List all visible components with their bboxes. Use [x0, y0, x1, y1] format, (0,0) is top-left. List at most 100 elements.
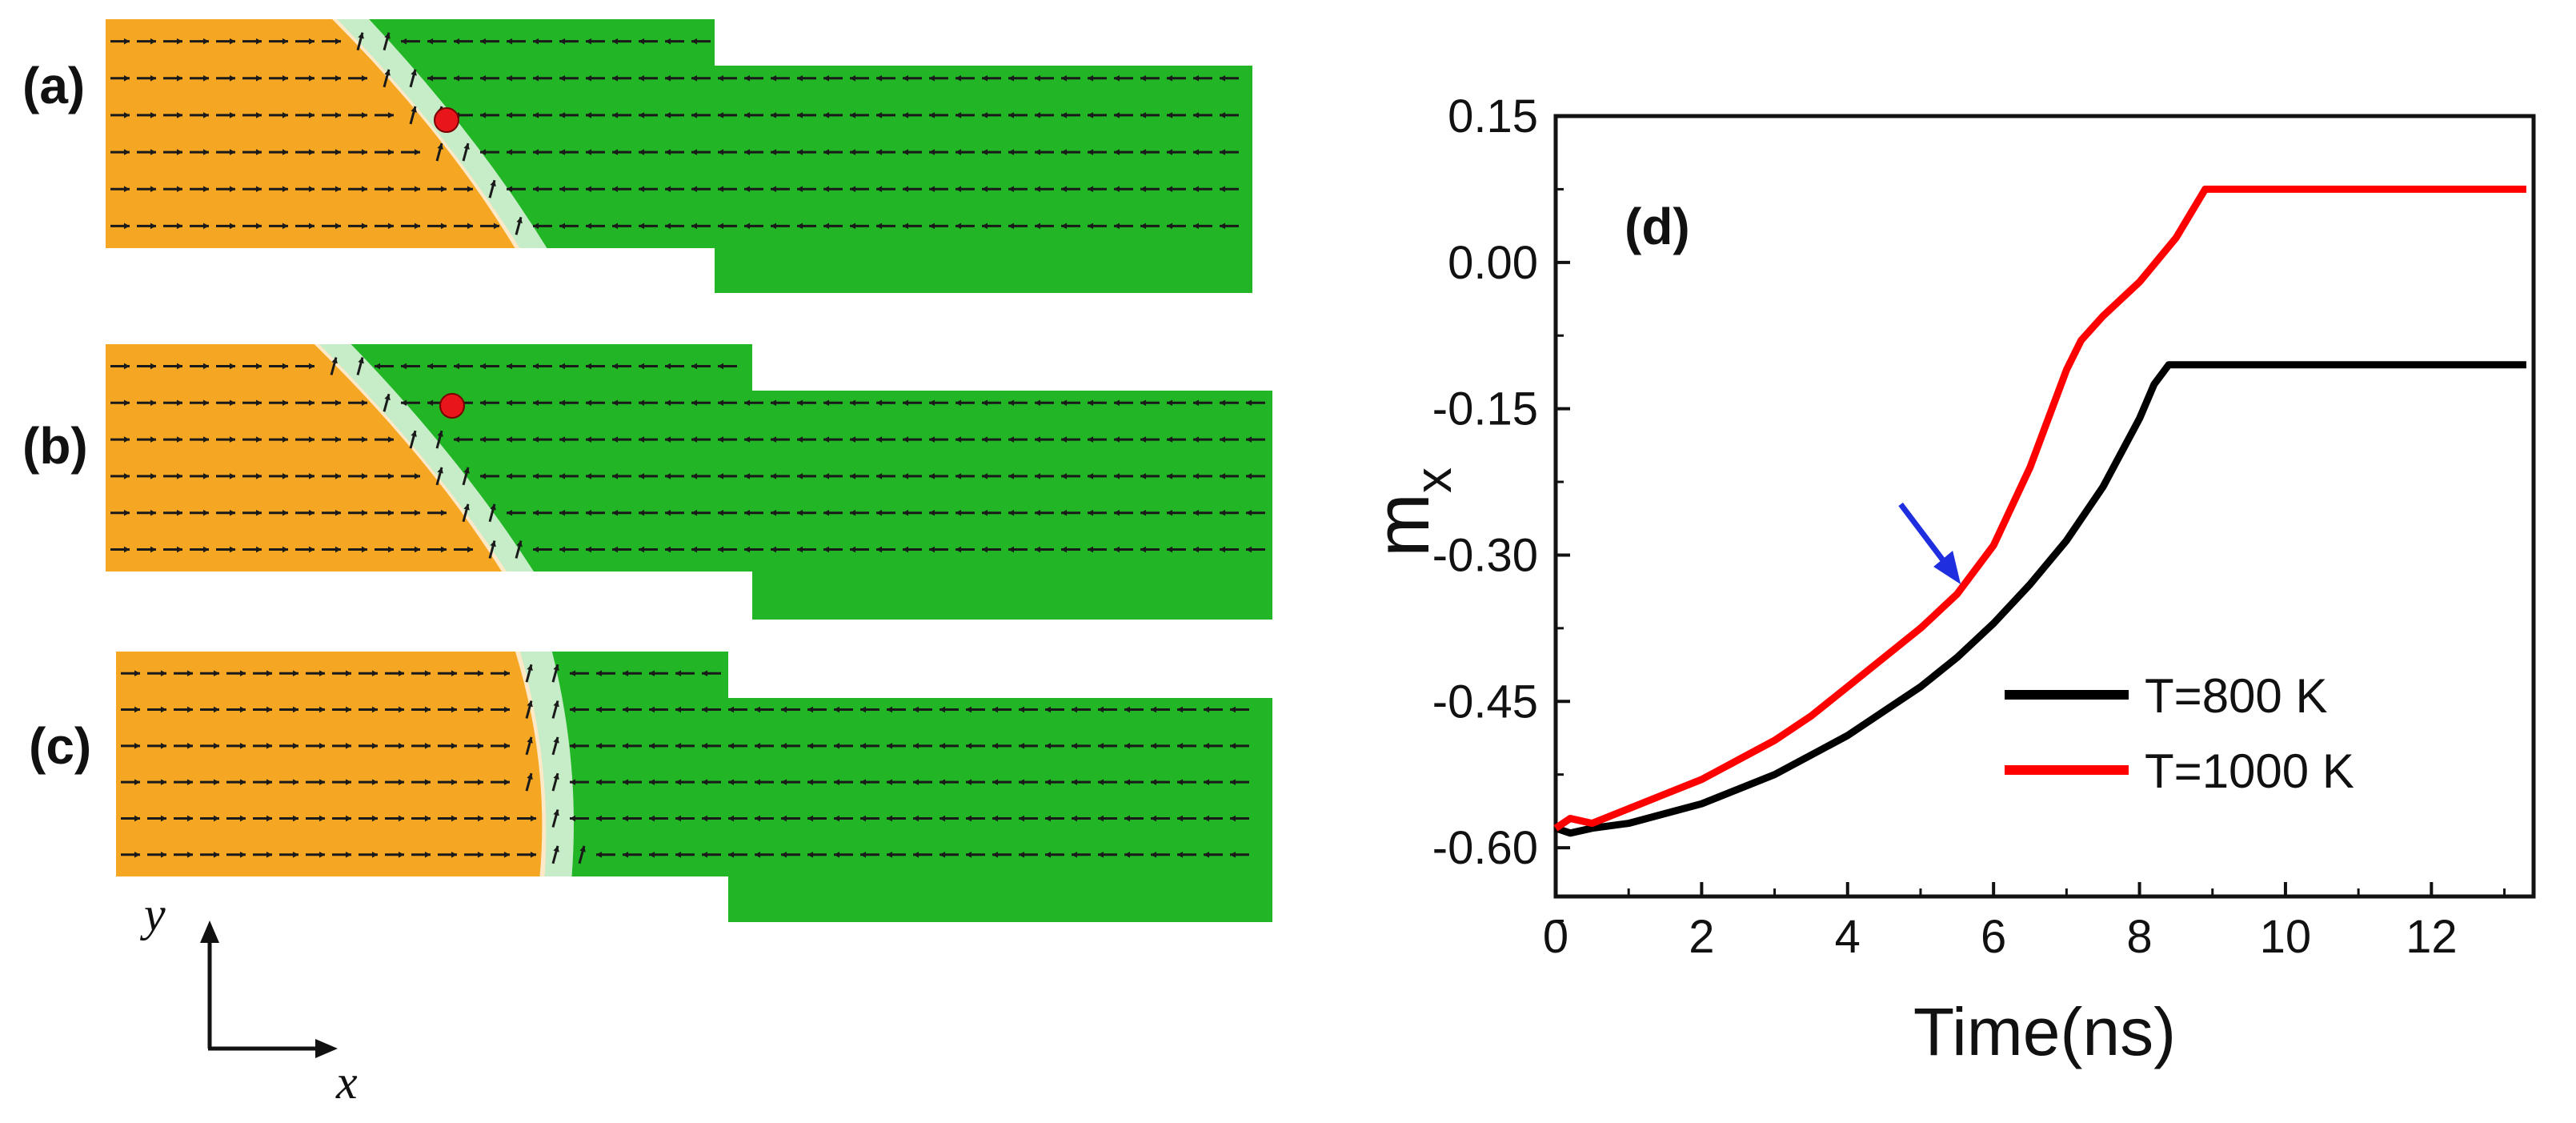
- spin-arrowhead: [477, 779, 483, 785]
- spin-arrowhead: [823, 186, 830, 193]
- spin-arrowhead: [533, 546, 539, 553]
- spin-arrowhead: [229, 436, 235, 443]
- spin-arrowhead: [239, 670, 246, 677]
- spin-arrowhead: [1045, 706, 1052, 713]
- spin-arrowhead: [292, 779, 298, 785]
- spin-arrowhead: [612, 436, 619, 443]
- spin-arrowhead: [553, 845, 559, 852]
- spin-arrowhead: [282, 112, 288, 118]
- spin-arrowhead: [437, 431, 443, 437]
- spin-arrowhead: [335, 546, 341, 553]
- spin-arrowhead: [771, 399, 777, 407]
- spin-arrowhead: [361, 399, 367, 407]
- spin-arrowhead: [255, 509, 262, 516]
- spin-arrowhead: [318, 670, 325, 677]
- spin-arrowhead: [955, 473, 962, 479]
- spin-arrowhead: [834, 743, 840, 749]
- spin-arrowhead: [398, 815, 404, 822]
- spin-arrowhead: [176, 363, 182, 370]
- spin-arrowhead: [850, 473, 856, 479]
- spin-arrowhead: [1220, 186, 1226, 193]
- spin-arrowhead: [876, 509, 883, 516]
- spin-arrowhead: [477, 706, 483, 713]
- spin-arrowhead: [887, 851, 893, 858]
- spin-arrowhead: [1124, 851, 1131, 858]
- spin-arrowhead: [1019, 706, 1025, 713]
- spin-arrowhead: [744, 436, 751, 443]
- spin-arrowhead: [424, 851, 431, 858]
- spin-arrowhead: [559, 38, 566, 45]
- spin-arrowhead: [1177, 815, 1184, 822]
- spin-arrowhead: [1088, 473, 1094, 479]
- spin-arrowhead: [480, 38, 487, 45]
- spin-arrowhead: [150, 509, 156, 516]
- spin-arrowhead: [807, 851, 814, 858]
- spin-arrowhead: [1088, 149, 1094, 155]
- spin-arrowhead: [176, 223, 182, 230]
- spin-arrowhead: [718, 74, 724, 82]
- spin-arrowhead: [623, 706, 629, 713]
- spin-arrowhead: [176, 436, 182, 443]
- spin-arrowhead: [755, 743, 761, 749]
- spin-arrowhead: [266, 706, 272, 713]
- spin-arrowhead: [308, 186, 314, 193]
- spin-arrowhead: [123, 112, 130, 118]
- spin-arrowhead: [860, 851, 867, 858]
- spin-arrowhead: [527, 700, 533, 708]
- spin-arrowhead: [440, 509, 447, 516]
- spin-arrowhead: [255, 399, 262, 407]
- spin-arrowhead: [1151, 851, 1157, 858]
- spin-arrowhead: [467, 223, 473, 230]
- spin-arrowhead: [850, 149, 856, 155]
- spin-arrowhead: [939, 815, 946, 822]
- spin-arrowhead: [559, 186, 566, 193]
- spin-arrowhead: [1114, 509, 1120, 516]
- x-axis-title: Time(ns): [1913, 994, 2176, 1069]
- spin-arrowhead: [463, 143, 470, 150]
- x-axis-letter: x: [336, 1056, 358, 1109]
- spin-arrowhead: [876, 399, 883, 407]
- spin-arrowhead: [939, 851, 946, 858]
- spin-arrowhead: [527, 773, 533, 780]
- spin-arrowhead: [255, 38, 262, 45]
- spin-arrowhead: [123, 436, 130, 443]
- spin-arrowhead: [1114, 223, 1120, 230]
- spin-arrowhead: [1035, 436, 1041, 443]
- spin-arrowhead: [160, 706, 166, 713]
- x-tick-label: 12: [2406, 911, 2458, 963]
- spin-arrowhead: [1035, 399, 1041, 407]
- spin-arrowhead: [702, 670, 708, 677]
- spin-arrowhead: [744, 74, 751, 82]
- spin-arrowhead: [982, 186, 988, 193]
- spin-arrowhead: [493, 223, 499, 230]
- spin-arrowhead: [903, 473, 909, 479]
- vortex-core: [439, 393, 465, 419]
- spin-arrowhead: [553, 736, 559, 744]
- spin-arrowhead: [586, 186, 592, 193]
- spin-arrowhead: [781, 851, 787, 858]
- spin-arrowhead: [718, 473, 724, 479]
- spin-arrowhead: [507, 74, 513, 82]
- spin-arrowhead: [516, 217, 523, 224]
- spin-arrowhead: [1193, 436, 1200, 443]
- spin-arrowhead: [1230, 743, 1236, 749]
- spin-arrowhead: [384, 69, 391, 76]
- spin-arrowhead: [929, 546, 935, 553]
- spin-arrowhead: [1088, 436, 1094, 443]
- spin-arrowhead: [744, 473, 751, 479]
- spin-arrowhead: [427, 363, 434, 370]
- spin-arrowhead: [570, 815, 576, 822]
- spin-arrowhead: [411, 431, 417, 437]
- spin-arrowhead: [239, 779, 246, 785]
- panel-label-c: (c): [29, 717, 92, 775]
- spin-arrowhead: [239, 851, 246, 858]
- spin-arrowhead: [797, 112, 803, 118]
- spin-arrowhead: [929, 509, 935, 516]
- spin-arrowhead: [691, 436, 698, 443]
- spin-arrowhead: [992, 743, 999, 749]
- spin-arrowhead: [454, 436, 460, 443]
- spin-arrowhead: [982, 473, 988, 479]
- spin-arrowhead: [1167, 149, 1173, 155]
- spin-arrowhead: [850, 436, 856, 443]
- spin-arrowhead: [1035, 186, 1041, 193]
